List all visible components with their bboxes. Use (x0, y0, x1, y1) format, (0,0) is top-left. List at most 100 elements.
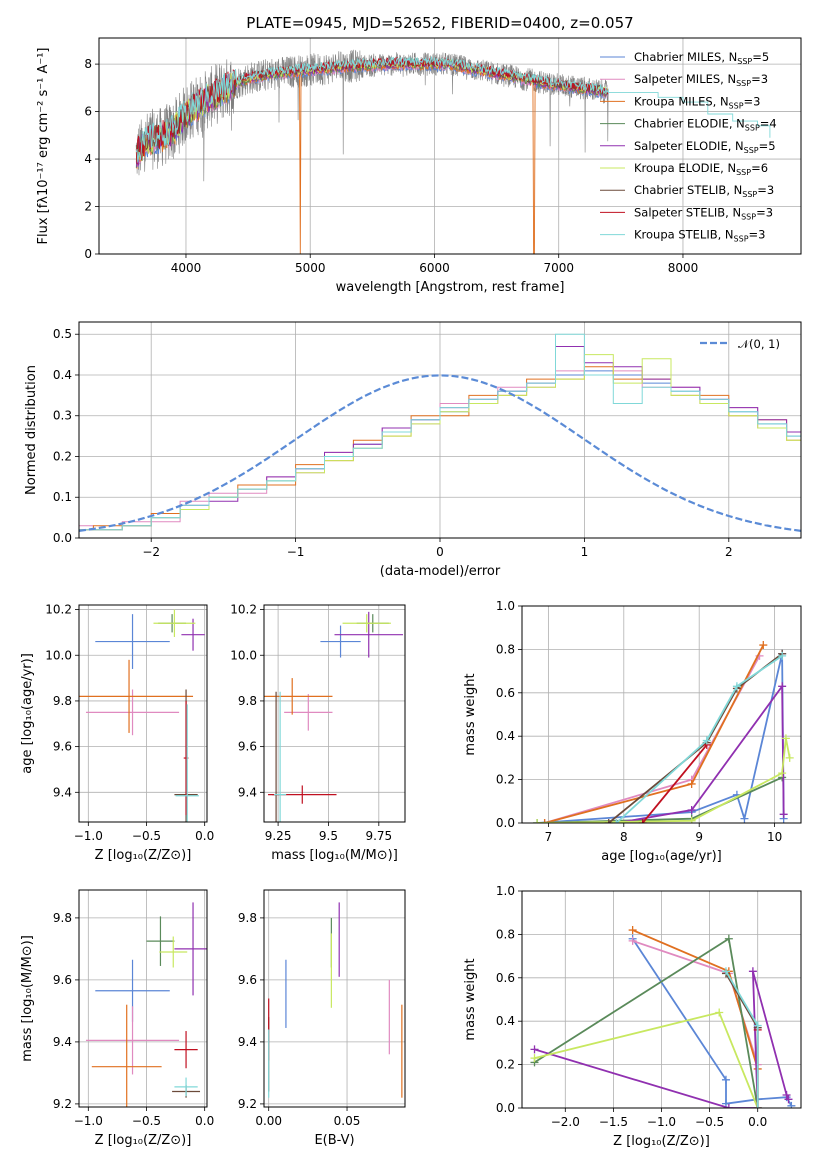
y-axis-label: age [log₁₀(age/yr)] (20, 653, 35, 774)
plot-area-weight-vs-age (533, 641, 794, 823)
axes-frame (78, 604, 208, 823)
x-tick-label: −0.5 (132, 829, 161, 843)
weight-marker-salpeter_miles (628, 936, 637, 945)
weight-marker-salpeter_stelib (638, 819, 647, 823)
weight-marker-kroupa_stelib (721, 967, 730, 976)
y-tick-label: 9.8 (53, 694, 72, 708)
x-tick-label: 9 (695, 830, 703, 844)
weight-marker-kroupa_stelib (732, 682, 741, 691)
x-tick-label: 0.0 (748, 1115, 767, 1129)
x-axis-label: (data-model)/error (380, 564, 501, 579)
errorbar-kroupa_stelib (274, 691, 287, 822)
axes-frame (521, 605, 802, 824)
x-axis-label: Z [log₁₀(Z/Z⊙)] (95, 1133, 192, 1148)
axes-frame (263, 604, 406, 823)
y-tick-label: 1.0 (496, 599, 515, 613)
panel-mass-vs-ebv: 0.00 0.05 9.2 9.4 9.6 9.8 E(B-V) (238, 889, 406, 1148)
y-tick-label: 9.4 (238, 1035, 257, 1049)
legend-label-chabrier_stelib: Chabrier STELIB, NSSP=3 (634, 183, 774, 199)
errorbar-kroupa_stelib (174, 1077, 198, 1097)
legend-label-chabrier_miles: Chabrier MILES, NSSP=5 (634, 50, 769, 66)
y-tick-label: 0 (84, 247, 92, 261)
y-tick-label: 0.4 (53, 368, 72, 382)
y-tick-label: 0.4 (496, 1014, 515, 1028)
y-tick-label: 9.6 (53, 740, 72, 754)
weight-marker-chabrier_miles (721, 1075, 730, 1084)
plot-area-residuals (79, 333, 801, 532)
y-axis-label: Normed distribution (24, 365, 39, 495)
y-tick-label: 10.0 (230, 648, 257, 662)
weight-marker-chabrier_miles (787, 1101, 796, 1108)
model-line-kroupa_stelib (135, 55, 771, 163)
y-tick-label: 0.2 (496, 1058, 515, 1072)
plot-area-weight-vs-Z (530, 926, 796, 1108)
grid-mass-vs-Z (79, 890, 207, 1107)
grid-weight-vs-age (522, 605, 801, 824)
plot-area-mass-vs-ebv (268, 902, 403, 1098)
x-tick-label: 9.5 (319, 829, 338, 843)
weight-marker-chabrier_miles (740, 814, 749, 823)
x-tick-label: 2 (725, 545, 733, 559)
gaussian-curve (79, 374, 801, 532)
legend-label-kroupa_elodie: Kroupa ELODIE, NSSP=6 (634, 161, 768, 177)
x-tick-label: 10 (767, 830, 782, 844)
y-tick-label: 9.8 (238, 694, 257, 708)
y-tick-label: 9.8 (238, 911, 257, 925)
y-axis-label: mass weight (463, 958, 478, 1040)
errorbar-salpeter_elodie (181, 618, 205, 651)
weight-marker-salpeter_elodie (530, 1045, 539, 1054)
weight-marker-salpeter_elodie (778, 682, 787, 691)
plot-area-mass-vs-Z (85, 902, 207, 1107)
weight-marker-kroupa_stelib (753, 1104, 762, 1108)
errorbar-kroupa_miles (79, 659, 194, 733)
weight-marker-kroupa_elodie (530, 1054, 539, 1063)
x-tick-label: −2.0 (551, 1115, 580, 1129)
panel-age-vs-Z: −1.0 −0.5 0.0 9.4 9.6 9.8 10.0 10.2 Z [log₁₀(Z/Z… (20, 603, 214, 863)
panel-age-vs-mass: 9.25 9.5 9.75 9.4 9.6 9.8 10.0 10.2 mass [log₁₀(… (230, 603, 406, 863)
grid-weight-vs-Z (522, 890, 801, 1109)
weight-marker-salpeter_elodie (748, 967, 757, 976)
y-axis-label: Flux [fλ10⁻¹⁷ erg cm⁻² s⁻¹ A⁻¹] (36, 48, 51, 245)
errorbar-chabrier_miles (320, 625, 361, 658)
panel-weight-vs-Z: −2.0 −1.5 −1.0 −0.5 0.0 0.0 0.2 0.4 0.6 0.8 1.0 Z [… (463, 884, 802, 1149)
errorbar-kroupa_elodie (159, 936, 188, 968)
x-tick-label: 6000 (419, 261, 450, 275)
weight-marker-kroupa_stelib (753, 1021, 762, 1030)
y-tick-label: 9.6 (238, 740, 257, 754)
x-axis-label: age [log₁₀(age/yr)] (601, 849, 722, 864)
weight-marker-kroupa_elodie (781, 734, 790, 743)
weight-marker-salpeter_elodie (784, 1095, 793, 1104)
y-tick-label: 9.4 (238, 785, 257, 799)
y-tick-label: 6 (84, 105, 92, 119)
axes-frame (78, 321, 802, 539)
errorbar-kroupa_elodie (153, 609, 196, 637)
errorbar-salpeter_miles (85, 1006, 180, 1075)
y-tick-label: 2 (84, 200, 92, 214)
y-tick-label: 0.5 (53, 327, 72, 341)
x-tick-label: 1 (581, 545, 589, 559)
y-tick-label: 9.2 (53, 1097, 72, 1111)
grid-mass-vs-ebv (264, 890, 405, 1107)
weight-marker-salpeter_elodie (779, 810, 788, 819)
y-tick-label: 0.1 (53, 490, 72, 504)
x-tick-label: −1 (287, 545, 305, 559)
weight-line-salpeter_elodie (616, 683, 785, 823)
x-tick-label: −2 (142, 545, 160, 559)
axes-frame (263, 889, 406, 1108)
weight-marker-kroupa_miles (540, 819, 549, 823)
x-tick-label: −1.0 (74, 829, 103, 843)
errorbar-chabrier_miles (95, 614, 170, 669)
x-tick-label: −1.0 (647, 1115, 676, 1129)
panel-spectrum: 4000 5000 6000 7000 8000 0 2 4 6 8 wavelength [Ang… (36, 37, 802, 295)
x-axis-label: Z [log₁₀(Z/Z⊙)] (95, 848, 192, 863)
weight-marker-kroupa_elodie (687, 816, 696, 823)
weight-marker-salpeter_elodie (782, 1090, 791, 1099)
y-tick-label: 0.0 (53, 531, 72, 545)
weight-marker-chabrier_stelib (604, 819, 613, 823)
errorbar-kroupa_elodie (342, 614, 391, 633)
x-tick-label: 0.0 (195, 1114, 214, 1128)
plot-area-age-vs-Z (79, 609, 205, 822)
x-tick-label: −1.5 (599, 1115, 628, 1129)
x-tick-label: 8000 (668, 261, 699, 275)
